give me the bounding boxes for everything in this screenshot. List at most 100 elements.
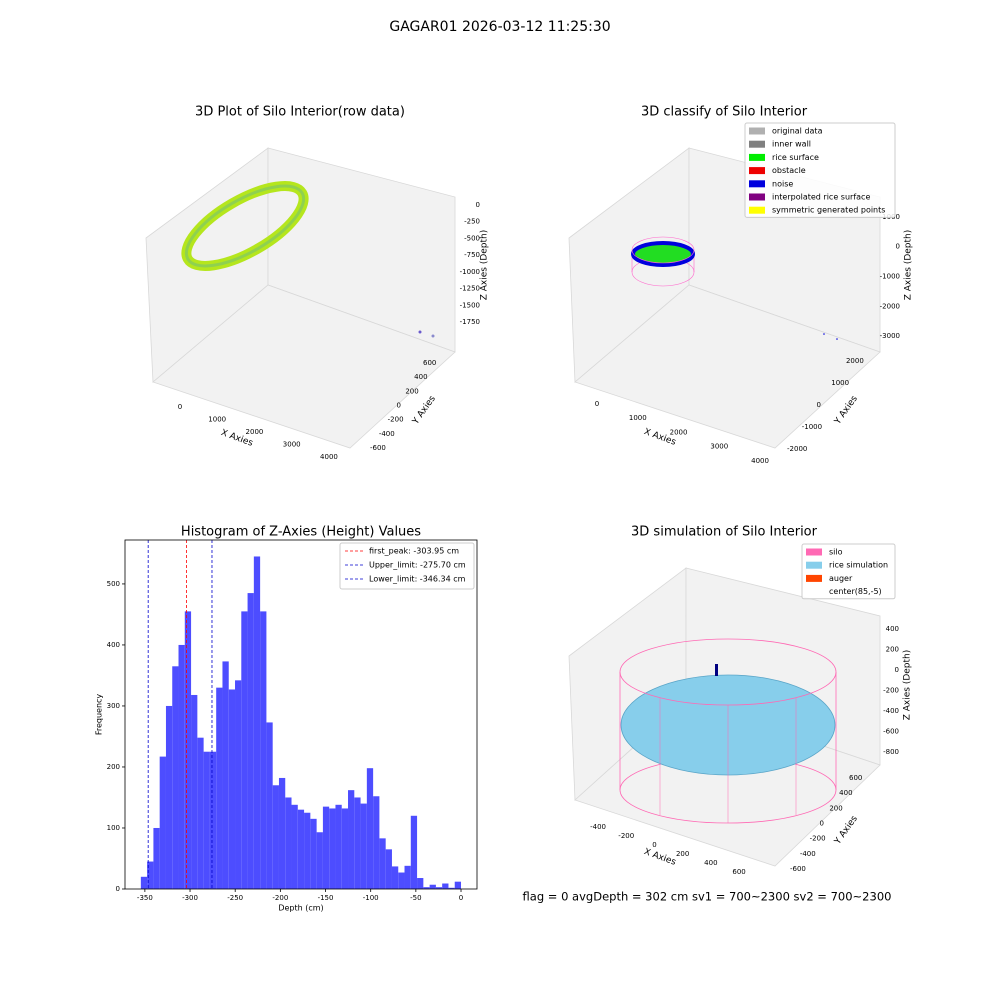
bar [448,887,455,889]
bar [184,611,192,889]
legend-swatch [806,561,822,569]
bar [373,796,380,889]
bar [178,644,185,889]
chart-title: Histogram of Z-Axies (Height) Values [181,525,421,540]
z-tick-label: 400 [886,625,899,633]
y-tick-label: 300 [107,702,120,710]
legend-label: auger [829,574,853,583]
bar [266,722,273,889]
z-tick-label: 0 [895,666,899,674]
z-tick-label: -600 [883,728,899,736]
bar [435,887,443,889]
z-tick-label: -1000 [880,273,900,281]
legend-label: original data [772,127,823,136]
bar [216,687,223,889]
z-tick-label: -800 [883,748,899,756]
y-tick-label: 0 [817,401,821,409]
bar [291,804,298,889]
bar [222,661,229,889]
x-tick-label: 200 [676,850,689,858]
bar [228,689,236,889]
legend-label: first_peak: -303.95 cm [369,547,459,556]
legend-label: interpolated rice surface [772,193,870,202]
x-tick-label: 1000 [629,414,647,422]
bar [354,797,361,889]
legend-swatch [806,548,822,556]
y-tick-label: 400 [107,641,120,649]
legend-label: rice simulation [829,561,888,570]
z-tick-label: -750 [464,251,480,259]
z-tick-label: -2000 [880,302,900,310]
x-tick-label: 0 [178,403,182,411]
y-tick-label: 0 [820,820,824,828]
bar [159,756,166,889]
bar [191,694,198,889]
bar [304,812,311,889]
y-tick-label: 0 [397,402,401,410]
y-axis-label: Y Axies [832,814,860,847]
z-tick-label: -1000 [460,268,480,276]
bar [442,883,449,889]
bar [203,751,210,889]
x-tick-label: 4000 [320,453,338,461]
x-tick-label: 2000 [670,428,688,436]
bar [316,832,323,889]
legend-swatch [749,167,765,175]
x-tick-label: -200 [272,894,288,902]
y-tick-label: -600 [790,865,806,873]
bar [153,827,160,889]
x-tick-label: -250 [227,894,243,902]
bar [360,803,367,889]
legend-label: obstacle [772,166,806,175]
y-tick-label: -600 [370,444,386,452]
x-tick-label: -200 [618,832,634,840]
z-tick-label: -500 [464,234,480,242]
z-tick-label: -1500 [460,301,480,309]
bar [278,777,286,889]
chart-title: 3D classify of Silo Interior [641,105,808,120]
y-tick-label: 200 [829,804,842,812]
legend-swatch [749,193,765,201]
legend-label: symmetric generated points [772,206,885,215]
bar [429,884,436,889]
y-tick-label: 600 [423,359,436,367]
y-tick-label: 200 [405,387,418,395]
panes [568,567,881,867]
y-axis-label: Frequency [95,694,104,736]
bar [247,593,254,889]
x-tick-label: 4000 [751,457,769,465]
bar [140,876,148,889]
legend-label: silo [829,548,843,557]
bar [297,809,305,889]
chart-title: 3D Plot of Silo Interior(row data) [195,105,405,120]
bar [197,737,204,889]
y-tick-label: -200 [388,416,404,424]
legend-label: Lower_limit: -346.34 cm [369,575,466,584]
legend-swatch [749,127,765,135]
bar [241,611,248,889]
legend-label: Upper_limit: -275.70 cm [369,561,466,570]
bar [172,666,179,889]
bar [272,785,279,889]
bar [147,861,154,889]
legend-swatch [749,206,765,214]
x-tick-label: -400 [590,823,606,831]
x-tick-label: 0 [595,400,599,408]
z-tick-label: -250 [464,218,480,226]
bar [285,797,292,889]
bar [260,611,267,889]
legend-box [339,542,475,590]
y-tick-label: 100 [107,824,120,832]
legend-label: center(85,-5) [829,587,882,596]
y-tick-label: -2000 [787,445,807,453]
x-tick-label: 0 [459,894,463,902]
x-tick-label: -300 [182,894,198,902]
x-tick-label: 0 [652,841,656,849]
bar [329,808,336,889]
axes-frame [124,539,478,890]
y-tick-label: -200 [810,835,826,843]
bar [335,804,342,889]
y-tick-label: 400 [414,373,427,381]
bar [165,705,173,889]
bar [385,849,392,889]
